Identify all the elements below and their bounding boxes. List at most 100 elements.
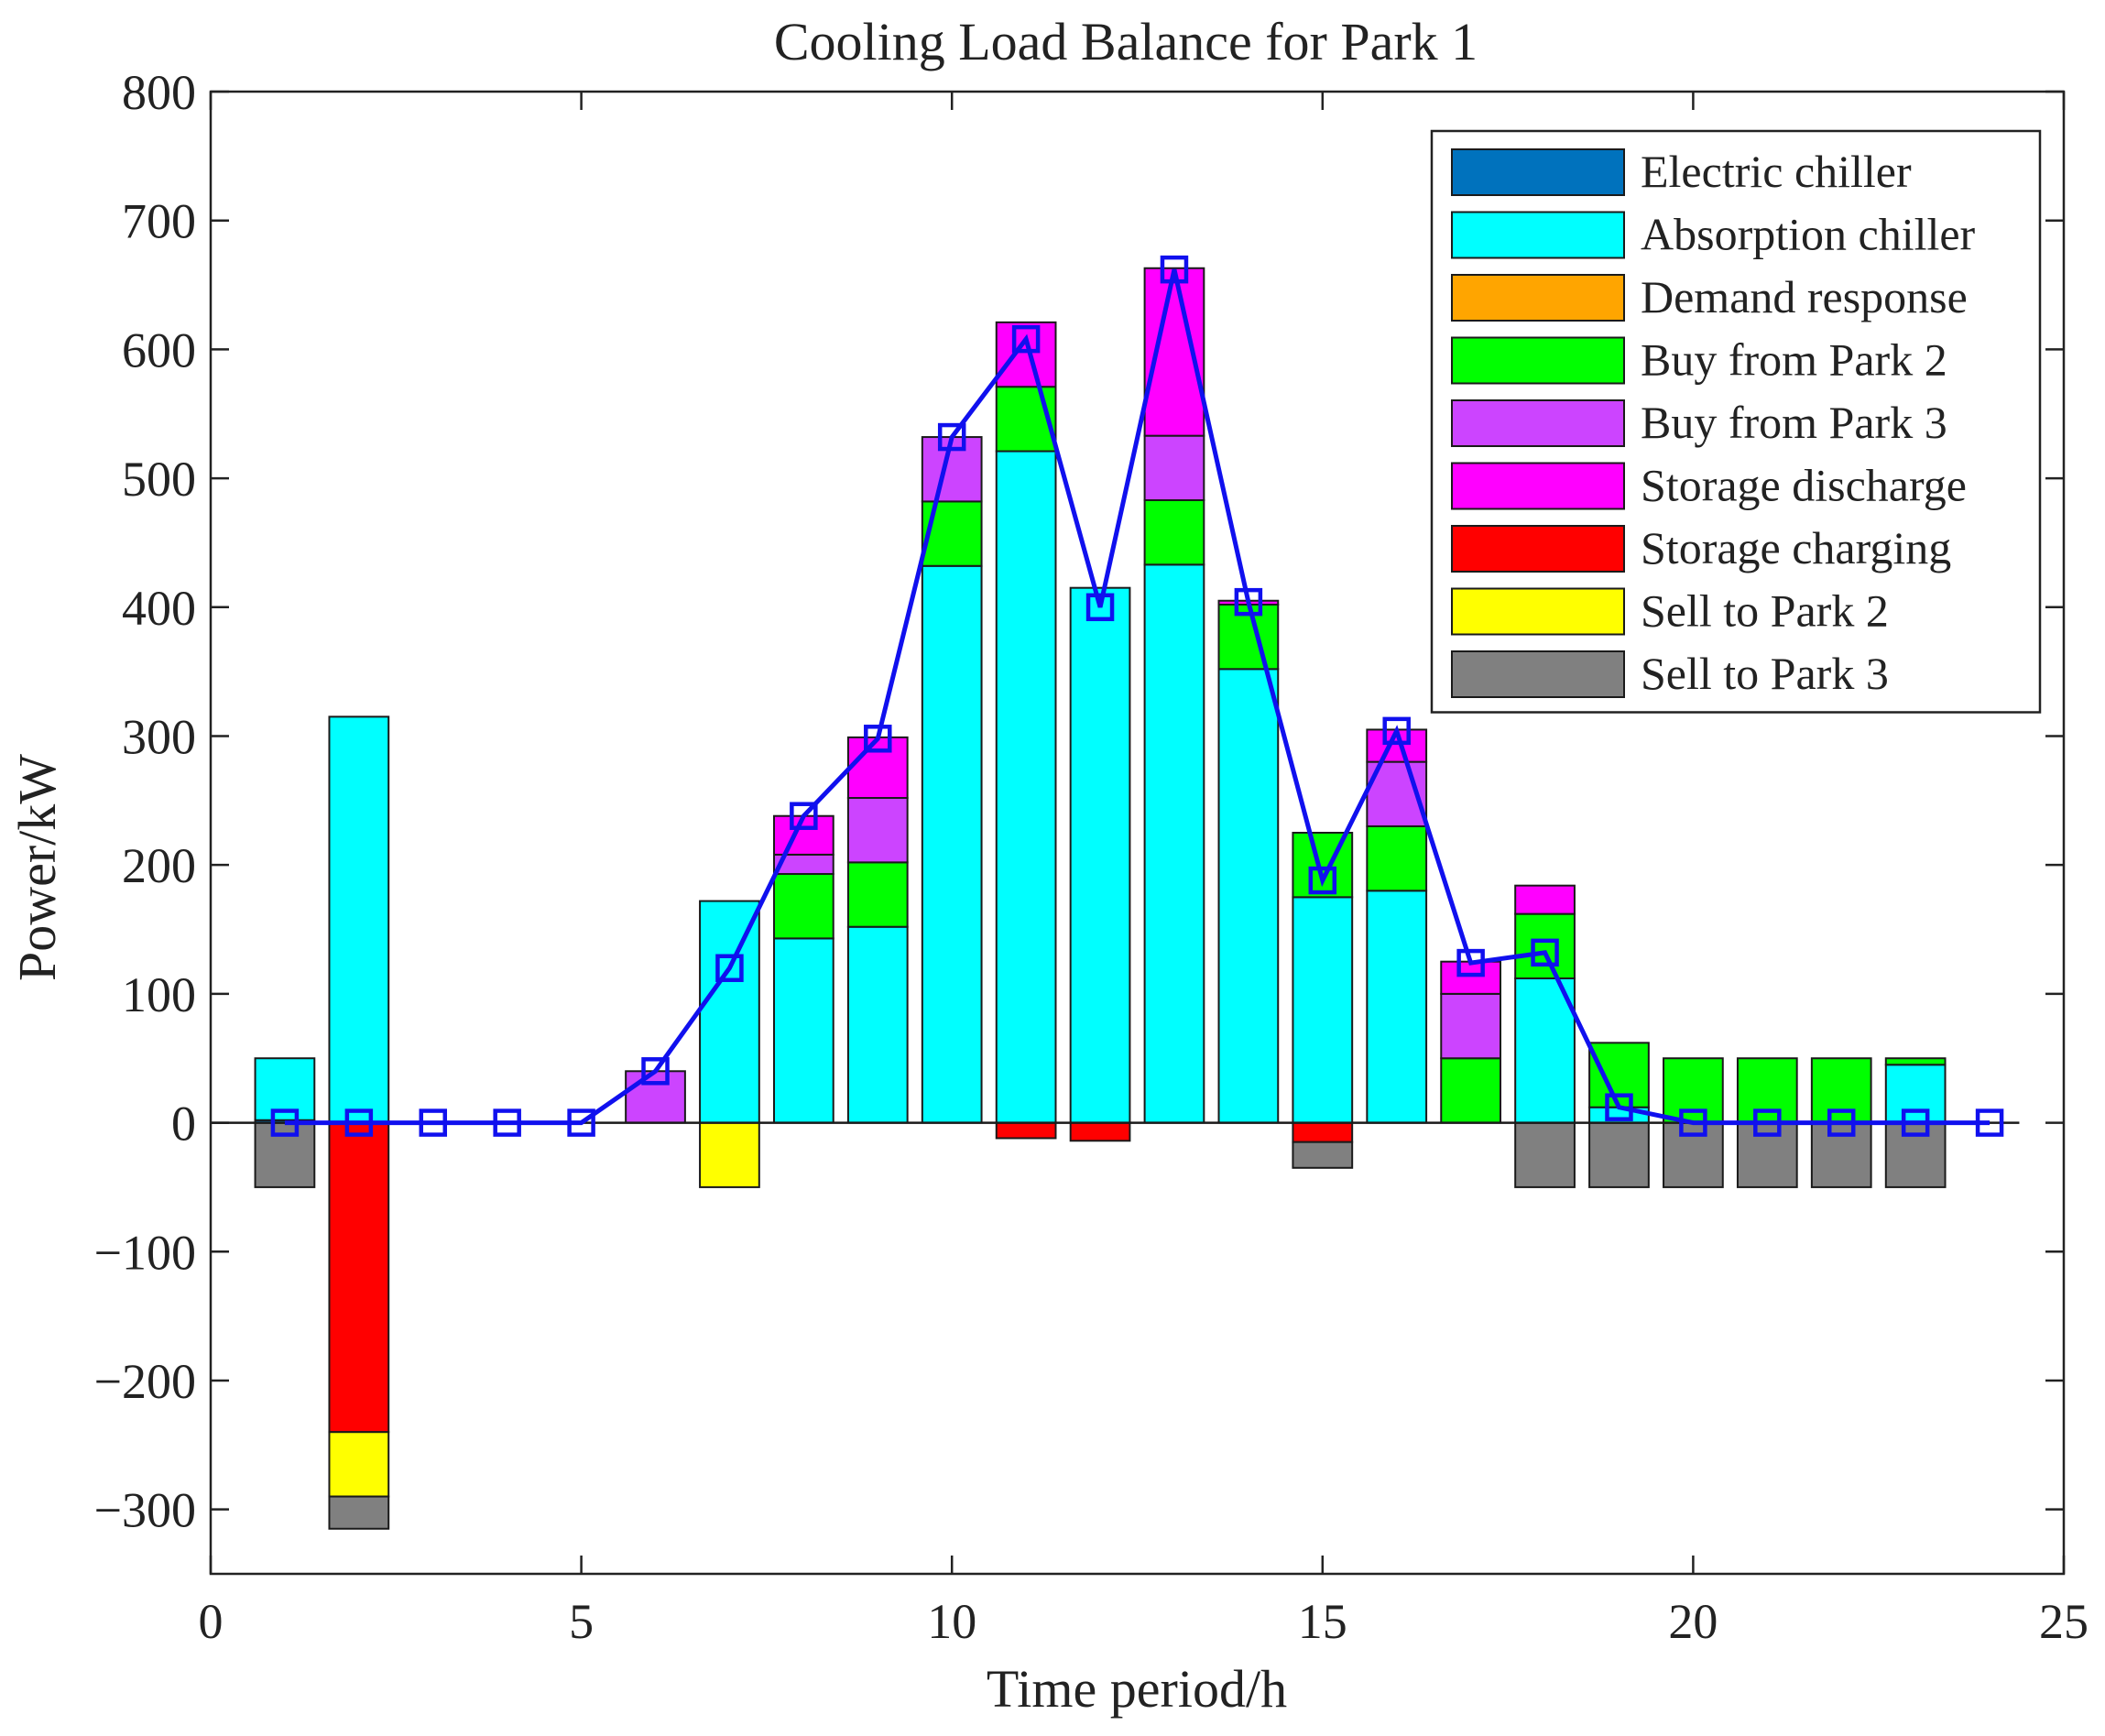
bar-absorption-chiller	[1514, 977, 1576, 1124]
bars-layer	[211, 267, 2020, 1530]
bar-buy-from-park-2	[1884, 1057, 1947, 1066]
legend-label: Absorption chiller	[1641, 209, 1976, 260]
x-tick-label: 25	[2039, 1594, 2089, 1649]
legend-label: Buy from Park 3	[1641, 397, 1947, 448]
x-tick-label: 10	[927, 1594, 976, 1649]
y-tick-label: −300	[94, 1483, 196, 1538]
load-marker	[1827, 1108, 1856, 1137]
bar-absorption-chiller	[1143, 563, 1205, 1124]
bar-storage-charging	[995, 1121, 1057, 1140]
bar-storage-discharge	[1440, 960, 1502, 995]
load-marker	[344, 1108, 374, 1137]
bar-buy-from-park-3	[846, 797, 909, 864]
y-tick-label: −200	[94, 1354, 196, 1409]
load-marker	[1753, 1108, 1782, 1137]
bar-buy-from-park-3	[921, 436, 983, 503]
legend-swatch	[1451, 274, 1625, 322]
bar-absorption-chiller	[328, 715, 390, 1124]
y-tick-label: 400	[122, 581, 196, 636]
bar-storage-discharge	[772, 814, 834, 856]
x-axis-label: Time period/h	[987, 1659, 1287, 1719]
legend-label: Storage discharge	[1641, 460, 1967, 511]
bar-buy-from-park-3	[1440, 992, 1502, 1060]
load-marker	[1456, 948, 1485, 977]
legend-swatch	[1451, 462, 1625, 510]
legend-swatch	[1451, 650, 1625, 698]
bar-sell-to-park-3	[1292, 1141, 1354, 1169]
bar-storage-discharge	[1143, 267, 1205, 437]
load-marker	[270, 1108, 300, 1137]
bar-sell-to-park-2	[328, 1431, 390, 1498]
load-marker	[1234, 587, 1263, 617]
legend-swatch	[1451, 148, 1625, 196]
bar-sell-to-park-2	[699, 1121, 760, 1188]
load-marker	[1975, 1108, 2004, 1137]
load-marker	[715, 954, 744, 982]
bar-sell-to-park-3	[1810, 1121, 1872, 1188]
bar-buy-from-park-2	[846, 861, 909, 928]
load-marker	[1679, 1108, 1707, 1137]
load-marker	[1382, 716, 1411, 746]
bar-absorption-chiller	[1217, 668, 1280, 1124]
legend-swatch	[1451, 336, 1625, 385]
bar-buy-from-park-2	[1440, 1057, 1502, 1124]
bar-buy-from-park-2	[1588, 1042, 1650, 1108]
x-tick-label: 15	[1298, 1594, 1347, 1649]
tick-layer: 800 700 600 500 400 300 200 100 0 −100 −200 −300 0 5 1…	[94, 65, 2089, 1649]
load-marker	[937, 422, 966, 452]
legend-label: Electric chiller	[1641, 146, 1912, 197]
legend: Electric chiller Absorption chiller Demand…	[1430, 129, 2042, 714]
legend-label: Buy from Park 2	[1641, 334, 1947, 386]
y-axis-label: Power/kW	[7, 754, 67, 981]
bar-storage-charging	[1292, 1121, 1354, 1143]
load-marker	[493, 1108, 521, 1137]
y-tick-label: −100	[94, 1225, 196, 1280]
load-line-layer	[270, 255, 2004, 1137]
load-marker	[641, 1057, 670, 1086]
bar-buy-from-park-2	[1366, 824, 1428, 892]
bar-absorption-chiller	[1366, 890, 1428, 1124]
load-marker	[1160, 255, 1189, 284]
bar-storage-discharge	[1514, 884, 1576, 915]
legend-label: Sell to Park 2	[1641, 585, 1889, 637]
bar-buy-from-park-2	[1514, 912, 1576, 979]
load-marker	[1308, 866, 1337, 895]
load-marker	[567, 1108, 595, 1137]
x-tick-label: 0	[199, 1594, 224, 1649]
bar-sell-to-park-3	[1588, 1121, 1650, 1188]
y-tick-label: 600	[122, 322, 196, 377]
legend-swatch	[1451, 587, 1625, 636]
load-marker	[1011, 324, 1041, 354]
load-marker	[1085, 593, 1115, 622]
bar-absorption-chiller	[846, 925, 909, 1124]
bar-absorption-chiller	[1069, 586, 1131, 1124]
bar-absorption-chiller	[1292, 896, 1354, 1124]
bar-storage-discharge	[995, 321, 1057, 388]
load-marker	[1605, 1093, 1633, 1121]
plot-frame	[209, 90, 2066, 1576]
bar-buy-from-park-3	[1143, 434, 1205, 502]
bar-buy-from-park-2	[921, 500, 983, 567]
y-tick-label: 100	[122, 967, 196, 1022]
bar-buy-from-park-2	[1810, 1057, 1872, 1124]
bar-sell-to-park-3	[1884, 1121, 1947, 1188]
bar-absorption-chiller	[772, 937, 834, 1124]
y-tick-label: 800	[122, 65, 196, 120]
legend-swatch	[1451, 525, 1625, 573]
y-tick-label: 500	[122, 452, 196, 507]
bar-storage-charging	[1069, 1121, 1131, 1142]
legend-swatch	[1451, 399, 1625, 447]
x-tick-label: 5	[569, 1594, 594, 1649]
bar-buy-from-park-2	[1663, 1057, 1724, 1124]
load-marker	[790, 802, 818, 830]
legend-swatch	[1451, 211, 1625, 259]
y-tick-label: 200	[122, 838, 196, 893]
bar-sell-to-park-3	[1736, 1121, 1798, 1188]
bar-buy-from-park-3	[625, 1070, 686, 1124]
bar-absorption-chiller	[699, 900, 760, 1124]
load-marker	[864, 725, 892, 753]
legend-label: Demand response	[1641, 271, 1968, 322]
bar-buy-from-park-2	[772, 873, 834, 940]
bar-buy-from-park-2	[1736, 1057, 1798, 1124]
